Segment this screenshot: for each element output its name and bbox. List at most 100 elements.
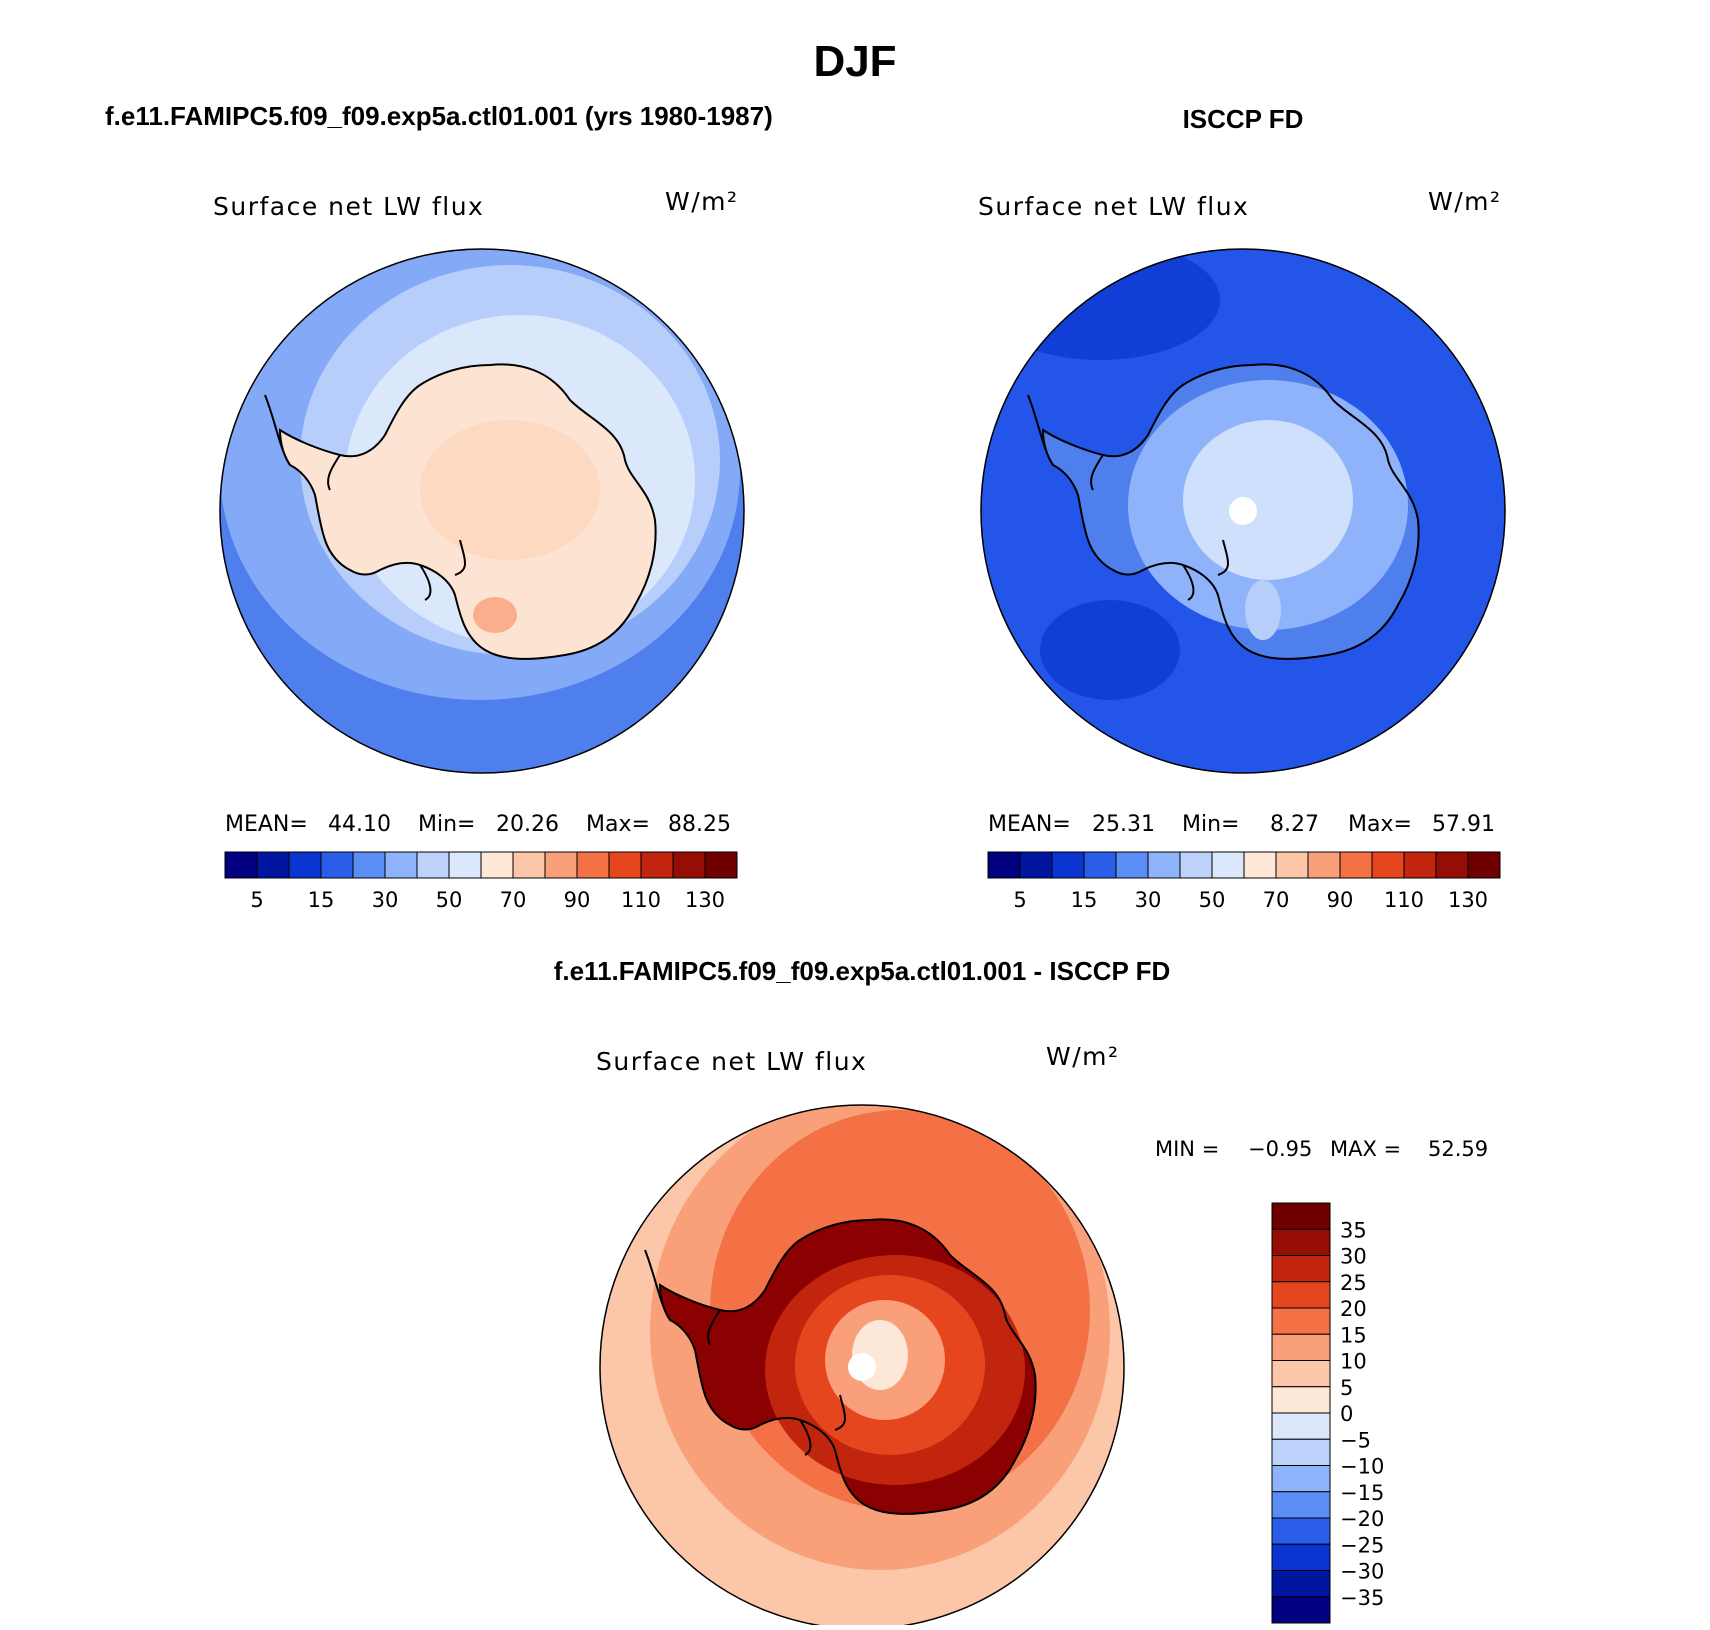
diff-colorbar-swatch bbox=[1271, 1360, 1331, 1388]
figure-title: DJF bbox=[813, 37, 896, 86]
model-colorbar-swatch bbox=[224, 851, 258, 879]
model-colorbar-swatch bbox=[480, 851, 514, 879]
model-colorbar-tick-label: 130 bbox=[685, 888, 725, 912]
obs-colorbar-tick-label: 90 bbox=[1327, 888, 1354, 912]
diff-colorbar-tick-label: −30 bbox=[1340, 1560, 1384, 1584]
panel-diff-heading: f.e11.FAMIPC5.f09_f09.exp5a.ctl01.001 - … bbox=[554, 956, 1171, 986]
model-colorbar-tick-label: 5 bbox=[250, 888, 263, 912]
diff-max-label: MAX = bbox=[1330, 1137, 1401, 1161]
obs-colorbar-swatch bbox=[1403, 851, 1437, 879]
obs-colorbar-tick-label: 70 bbox=[1263, 888, 1290, 912]
model-min-value: 20.26 bbox=[496, 812, 559, 837]
diff-colorbar-tick-label: −35 bbox=[1340, 1586, 1384, 1610]
model-colorbar-tick-label: 110 bbox=[621, 888, 661, 912]
panel-obs-variable: Surface net LW flux bbox=[978, 192, 1249, 221]
diff-colorbar-tick-label: −10 bbox=[1340, 1455, 1384, 1479]
obs-colorbar-swatch bbox=[1371, 851, 1405, 879]
diff-colorbar-tick-label: 0 bbox=[1340, 1402, 1353, 1426]
diff-colorbar-tick-label: −15 bbox=[1340, 1481, 1384, 1505]
panel-model-colorbar: 5 15 30 50 70 90 110 130 bbox=[224, 851, 738, 912]
model-colorbar-swatch bbox=[704, 851, 738, 879]
model-land-warm-spot bbox=[473, 597, 517, 633]
diff-max-value: 52.59 bbox=[1428, 1137, 1488, 1161]
obs-mean-value: 25.31 bbox=[1092, 812, 1155, 837]
diff-colorbar-swatch bbox=[1271, 1543, 1331, 1571]
obs-colorbar-swatch bbox=[1211, 851, 1245, 879]
diff-colorbar-tick-label: 5 bbox=[1340, 1376, 1353, 1400]
diff-min-value: −0.95 bbox=[1248, 1137, 1312, 1161]
diff-colorbar-tick-label: 15 bbox=[1340, 1323, 1367, 1347]
diff-colorbar-swatch bbox=[1271, 1281, 1331, 1309]
model-colorbar-swatch bbox=[608, 851, 642, 879]
model-max-value: 88.25 bbox=[668, 812, 731, 837]
obs-colorbar-swatch bbox=[1147, 851, 1181, 879]
model-mean-label: MEAN= bbox=[225, 812, 308, 837]
model-min-label: Min= bbox=[418, 812, 475, 837]
panel-obs-colorbar: 5 15 30 50 70 90 110 130 bbox=[987, 851, 1501, 912]
panel-obs-stats: MEAN= 25.31 Min= 8.27 Max= 57.91 bbox=[988, 812, 1495, 837]
obs-colorbar-swatch bbox=[1115, 851, 1149, 879]
diff-colorbar-swatch bbox=[1271, 1228, 1331, 1256]
obs-colorbar-swatch bbox=[1019, 851, 1053, 879]
diff-colorbar-tick-label: −25 bbox=[1340, 1533, 1384, 1557]
diff-colorbar-swatch bbox=[1271, 1386, 1331, 1414]
panel-model-stats: MEAN= 44.10 Min= 20.26 Max= 88.25 bbox=[225, 812, 731, 837]
model-colorbar-tick-label: 70 bbox=[500, 888, 527, 912]
obs-colorbar-tick-label: 130 bbox=[1448, 888, 1488, 912]
model-colorbar-swatch bbox=[352, 851, 386, 879]
model-colorbar-swatch bbox=[672, 851, 706, 879]
diff-colorbar-tick-label: 20 bbox=[1340, 1297, 1367, 1321]
panel-obs-heading: ISCCP FD bbox=[1183, 104, 1304, 134]
diff-colorbar-swatch bbox=[1271, 1412, 1331, 1440]
obs-mean-label: MEAN= bbox=[988, 812, 1071, 837]
model-colorbar-swatch bbox=[416, 851, 450, 879]
obs-land-shelf bbox=[1245, 580, 1281, 640]
model-max-label: Max= bbox=[586, 812, 650, 837]
panel-diff-minmax: MIN = −0.95 MAX = 52.59 bbox=[1155, 1137, 1488, 1161]
obs-colorbar-swatch bbox=[1051, 851, 1085, 879]
panel-model: f.e11.FAMIPC5.f09_f09.exp5a.ctl01.001 (y… bbox=[105, 101, 773, 912]
panel-obs: ISCCP FD Surface net LW flux W/m² MEAN= … bbox=[978, 104, 1506, 912]
model-colorbar-tick-label: 50 bbox=[436, 888, 463, 912]
diff-colorbar-swatch bbox=[1271, 1491, 1331, 1519]
diff-colorbar-swatch bbox=[1271, 1596, 1331, 1624]
model-colorbar-swatch bbox=[448, 851, 482, 879]
diff-colorbar-swatch bbox=[1271, 1517, 1331, 1545]
obs-colorbar-tick-label: 15 bbox=[1071, 888, 1098, 912]
obs-colorbar-tick-label: 50 bbox=[1199, 888, 1226, 912]
panel-model-map bbox=[220, 249, 744, 773]
obs-max-value: 57.91 bbox=[1432, 812, 1495, 837]
diff-colorbar-swatch bbox=[1271, 1570, 1331, 1598]
obs-colorbar-swatch bbox=[1179, 851, 1213, 879]
diff-colorbar-tick-label: 30 bbox=[1340, 1245, 1367, 1269]
panel-obs-units: W/m² bbox=[1428, 187, 1502, 216]
diff-colorbar-swatch bbox=[1271, 1333, 1331, 1361]
obs-colorbar-swatch bbox=[1307, 851, 1341, 879]
obs-colorbar-swatch bbox=[1083, 851, 1117, 879]
model-map-border bbox=[219, 248, 745, 774]
model-colorbar-tick-label: 15 bbox=[308, 888, 335, 912]
obs-colorbar-tick-label: 110 bbox=[1384, 888, 1424, 912]
diff-colorbar-tick-label: 35 bbox=[1340, 1218, 1367, 1242]
obs-max-label: Max= bbox=[1348, 812, 1412, 837]
model-colorbar-tick-label: 30 bbox=[372, 888, 399, 912]
obs-colorbar-swatch bbox=[987, 851, 1021, 879]
model-land-warm bbox=[420, 420, 600, 560]
model-colorbar-swatch bbox=[512, 851, 546, 879]
model-colorbar-swatch bbox=[320, 851, 354, 879]
obs-colorbar-swatch bbox=[1467, 851, 1501, 879]
diff-colorbar-swatch bbox=[1271, 1202, 1331, 1230]
obs-pole-hole bbox=[1229, 497, 1257, 525]
diff-colorbar-tick-label: −5 bbox=[1340, 1428, 1371, 1452]
diff-colorbar-swatch bbox=[1271, 1438, 1331, 1466]
panel-diff: f.e11.FAMIPC5.f09_f09.exp5a.ctl01.001 - … bbox=[554, 956, 1488, 1630]
obs-map-border bbox=[980, 248, 1506, 774]
obs-ocean-dark-south bbox=[1040, 600, 1180, 700]
model-mean-value: 44.10 bbox=[328, 812, 391, 837]
diff-pole-hole bbox=[848, 1353, 876, 1381]
obs-colorbar-swatch bbox=[1435, 851, 1469, 879]
obs-min-value: 8.27 bbox=[1270, 812, 1319, 837]
obs-ocean-dark-north bbox=[981, 249, 1220, 360]
